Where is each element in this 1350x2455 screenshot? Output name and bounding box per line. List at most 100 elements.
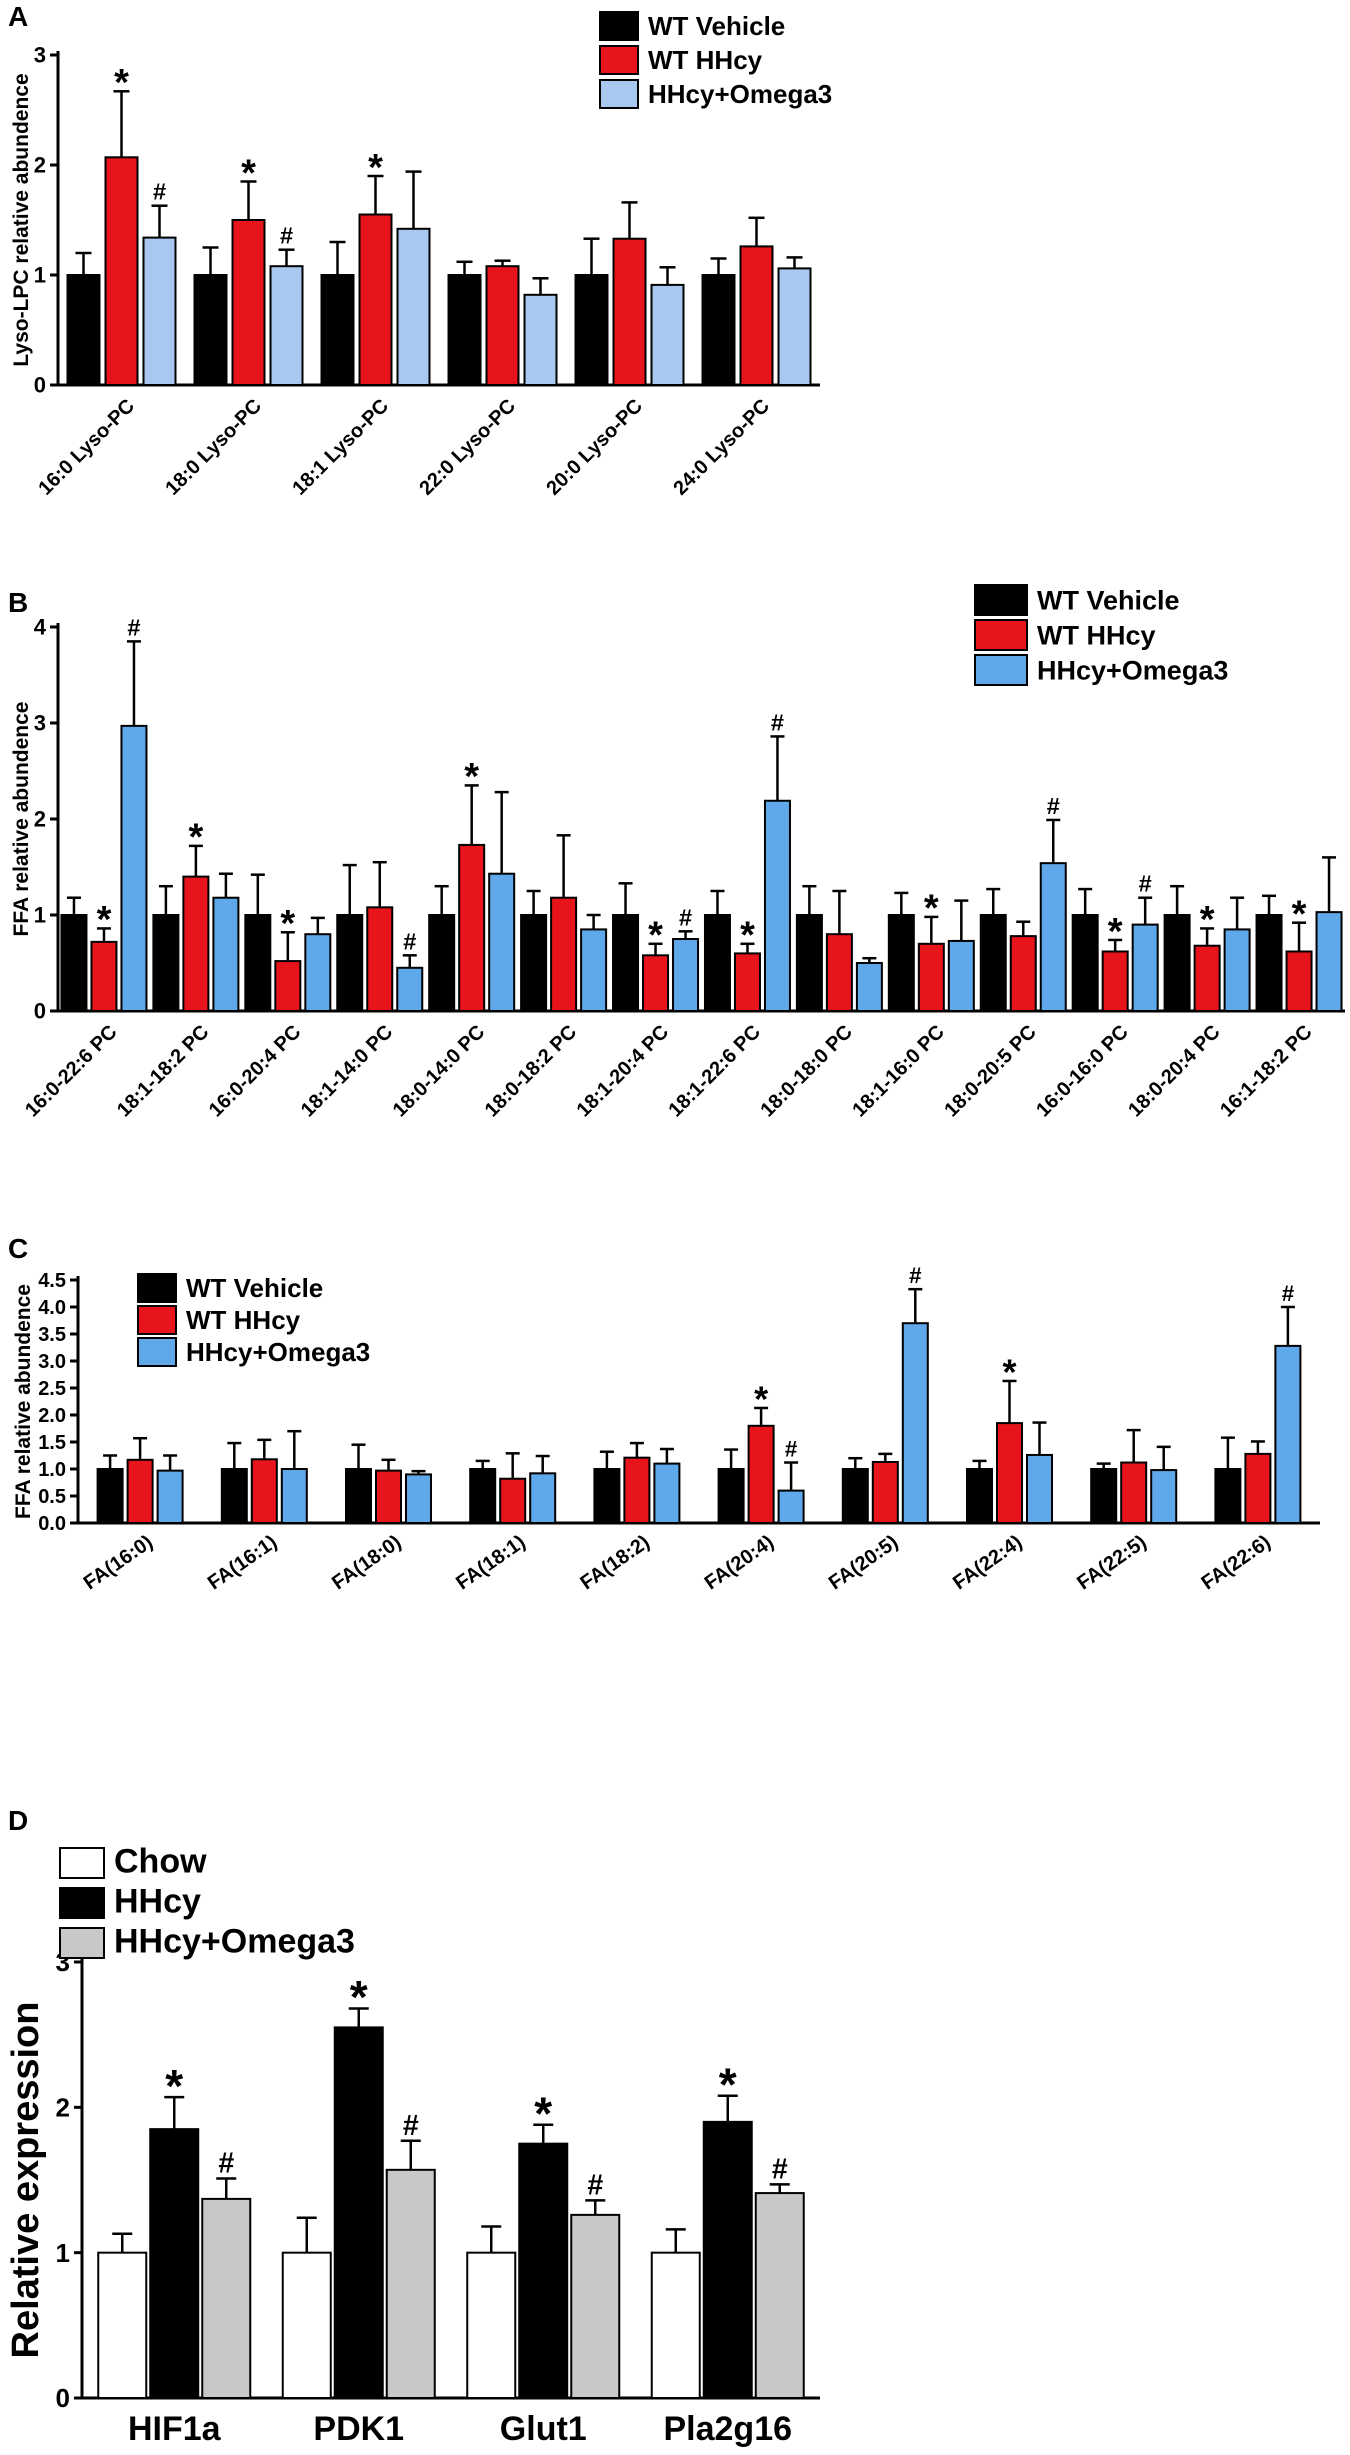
x-tick-label: 18:1-20:4 PC bbox=[573, 1021, 673, 1121]
significance-star: * bbox=[165, 2060, 183, 2112]
bar-hhcy-omega3 bbox=[1223, 928, 1251, 1013]
y-tick-label: 2 bbox=[34, 153, 46, 178]
bar-wt-vehicle bbox=[1163, 914, 1191, 1012]
bar-wt-hhcy bbox=[358, 213, 393, 386]
panel-label: A bbox=[8, 1, 28, 32]
bar-hhcy-omega3 bbox=[1026, 1453, 1053, 1524]
significance-star: * bbox=[754, 1379, 768, 1420]
significance-hash: # bbox=[218, 2148, 234, 2180]
bar-wt-vehicle bbox=[1214, 1468, 1242, 1524]
y-tick-label: 1.0 bbox=[38, 1459, 66, 1481]
x-tick-label: 24:0 Lyso-PC bbox=[669, 395, 774, 500]
bar-wt-vehicle bbox=[447, 274, 482, 386]
bar-wt-vehicle bbox=[244, 914, 272, 1012]
bar-wt-vehicle bbox=[979, 914, 1007, 1012]
y-tick-label: 3.0 bbox=[38, 1351, 66, 1373]
bar-wt-hhcy bbox=[274, 960, 302, 1013]
bar-hhcy-omega3 bbox=[754, 2192, 805, 2400]
bar-wt-hhcy bbox=[458, 843, 486, 1012]
significance-star: * bbox=[188, 817, 203, 859]
y-tick-label: 0.0 bbox=[38, 1513, 66, 1535]
bar-hhcy-omega3 bbox=[1315, 911, 1343, 1012]
bar-wt-hhcy bbox=[375, 1469, 402, 1524]
bar-hhcy-omega3 bbox=[280, 1468, 308, 1524]
panel-label: C bbox=[8, 1233, 28, 1264]
legend-swatch bbox=[974, 619, 1028, 651]
bar-hhcy-omega3 bbox=[120, 724, 148, 1012]
bar-wt-hhcy bbox=[917, 942, 945, 1012]
significance-hash: # bbox=[1139, 871, 1152, 897]
bar-wt-vehicle bbox=[887, 914, 915, 1012]
y-tick-label: 2.5 bbox=[38, 1378, 66, 1400]
bar-hhcy-omega3 bbox=[304, 933, 332, 1013]
y-tick-label: 3.5 bbox=[38, 1324, 66, 1346]
bar-hhcy-omega3 bbox=[142, 236, 177, 386]
y-axis-label: Relative expression bbox=[5, 2002, 47, 2359]
y-tick-label: 3 bbox=[34, 711, 46, 736]
significance-hash: # bbox=[127, 614, 140, 640]
legend-label: HHcy+Omega3 bbox=[114, 1923, 355, 1961]
bar-hhcy-omega3 bbox=[405, 1473, 432, 1525]
bar-hhcy-omega3 bbox=[763, 799, 791, 1013]
bar-wt-vehicle bbox=[703, 914, 731, 1012]
legend-swatch bbox=[974, 584, 1028, 616]
bar-wt-vehicle bbox=[717, 1468, 745, 1524]
y-axis-label: FFA relative abundence bbox=[12, 1284, 35, 1519]
panel-label: B bbox=[8, 587, 28, 618]
bar-wt-hhcy bbox=[1193, 944, 1221, 1012]
bar-wt-hhcy bbox=[871, 1460, 899, 1524]
legend-label: HHcy bbox=[114, 1883, 201, 1921]
bar-chow bbox=[650, 2251, 701, 2400]
legend-swatch bbox=[59, 1847, 105, 1879]
significance-hash: # bbox=[587, 2169, 603, 2201]
bar-wt-hhcy bbox=[104, 156, 139, 386]
bar-wt-vehicle bbox=[701, 274, 736, 386]
bar-hhcy-omega3 bbox=[650, 283, 685, 386]
legend-label: HHcy+Omega3 bbox=[1037, 656, 1228, 686]
significance-hash: # bbox=[785, 1437, 798, 1462]
legend-label: HHcy+Omega3 bbox=[648, 79, 832, 109]
bar-wt-hhcy bbox=[499, 1477, 527, 1524]
bar-chow bbox=[97, 2251, 148, 2400]
bar-wt-vehicle bbox=[193, 274, 228, 386]
bar-hhcy-omega3 bbox=[396, 966, 424, 1012]
bar-hhcy bbox=[702, 2120, 753, 2400]
bar-wt-hhcy bbox=[550, 896, 578, 1012]
chart-panel-b: B 0 1 2 3 4 FFA relative abundence * #16:0-22:6 … bbox=[8, 584, 1345, 1121]
y-tick-label: 1 bbox=[34, 903, 46, 928]
y-tick-label: 3 bbox=[34, 43, 46, 68]
x-tick-label: FA(16:0) bbox=[80, 1531, 157, 1594]
bar-wt-vehicle bbox=[1255, 914, 1283, 1012]
significance-hash: # bbox=[1282, 1281, 1295, 1306]
legend-swatch bbox=[59, 1887, 105, 1919]
y-tick-label: 0 bbox=[34, 999, 46, 1024]
significance-hash: # bbox=[1047, 793, 1060, 819]
bar-wt-vehicle bbox=[96, 1468, 124, 1524]
legend-label: WT Vehicle bbox=[186, 1273, 323, 1303]
bar-hhcy-omega3 bbox=[777, 267, 812, 386]
bar-hhcy-omega3 bbox=[269, 265, 304, 387]
bar-hhcy-omega3 bbox=[777, 1489, 805, 1524]
significance-star: * bbox=[740, 915, 755, 957]
x-tick-label: PDK1 bbox=[313, 2410, 404, 2448]
y-axis-label: FFA relative abundence bbox=[10, 702, 33, 937]
x-tick-label: 18:1-22:6 PC bbox=[665, 1021, 765, 1121]
legend-label: Chow bbox=[114, 1843, 207, 1881]
x-tick-label: 18:1-14:0 PC bbox=[297, 1021, 397, 1121]
x-tick-label: 18:0-14:0 PC bbox=[389, 1021, 489, 1121]
x-tick-label: FA(20:4) bbox=[701, 1531, 778, 1594]
legend-label: WT Vehicle bbox=[1037, 586, 1180, 616]
bar-hhcy-omega3 bbox=[201, 2197, 252, 2399]
x-tick-label: 16:0-20:4 PC bbox=[205, 1021, 305, 1121]
x-tick-label: FA(22:5) bbox=[1073, 1531, 1150, 1594]
significance-star: * bbox=[1108, 911, 1123, 953]
y-tick-label: 0 bbox=[34, 373, 46, 398]
bar-hhcy-omega3 bbox=[396, 227, 431, 386]
x-tick-label: HIF1a bbox=[128, 2410, 222, 2448]
bar-hhcy-omega3 bbox=[156, 1469, 184, 1524]
legend-swatch bbox=[137, 1305, 177, 1335]
x-tick-label: 18:1-18:2 PC bbox=[113, 1021, 213, 1121]
x-tick-label: 18:1-16:0 PC bbox=[848, 1021, 948, 1121]
legend-swatch bbox=[137, 1273, 177, 1303]
